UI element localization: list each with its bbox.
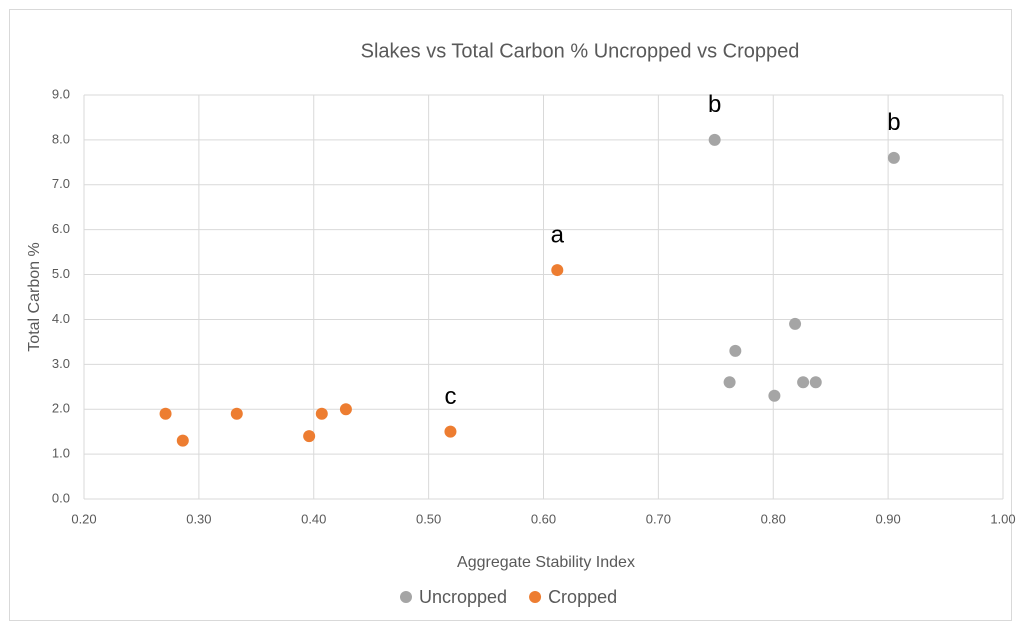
x-tick-label: 0.80 [761,511,786,526]
x-tick-label: 0.70 [646,511,671,526]
legend-marker [400,591,412,603]
point [303,430,316,443]
chart-border [9,9,1012,621]
annotation: c [444,383,456,410]
point [887,151,900,164]
point [708,133,721,146]
y-tick-label: 4.0 [52,311,70,326]
y-tick-label: 7.0 [52,176,70,191]
point [723,376,736,389]
y-tick-label: 1.0 [52,446,70,461]
legend-label: Cropped [548,587,617,607]
x-tick-label: 0.20 [71,511,96,526]
x-tick-label: 0.30 [186,511,211,526]
point [729,344,742,357]
annotation: b [708,91,721,118]
y-tick-label: 6.0 [52,221,70,236]
y-axis-label: Total Carbon % [26,242,43,351]
point [797,376,810,389]
chart-title: Slakes vs Total Carbon % Uncropped vs Cr… [361,40,800,62]
point [551,264,564,277]
point [809,376,822,389]
point [315,407,328,420]
x-tick-label: 0.40 [301,511,326,526]
y-tick-label: 0.0 [52,490,70,505]
y-tick-label: 8.0 [52,131,70,146]
y-tick-label: 9.0 [52,86,70,101]
x-tick-label: 0.90 [875,511,900,526]
legend-label: Uncropped [419,587,507,607]
x-tick-label: 0.60 [531,511,556,526]
point [789,317,802,330]
point [159,407,172,420]
point [339,403,352,416]
point [768,389,781,402]
y-tick-label: 2.0 [52,401,70,416]
legend-marker [529,591,542,603]
annotation: a [551,221,565,248]
x-tick-label: 0.50 [416,511,441,526]
annotation: b [887,109,900,136]
point [444,425,457,438]
x-tick-label: 1.00 [990,511,1015,526]
x-axis-label: Aggregate Stability Index [457,554,635,571]
y-tick-label: 3.0 [52,356,70,371]
point [230,407,243,420]
y-tick-label: 5.0 [52,266,70,281]
point [176,434,189,447]
